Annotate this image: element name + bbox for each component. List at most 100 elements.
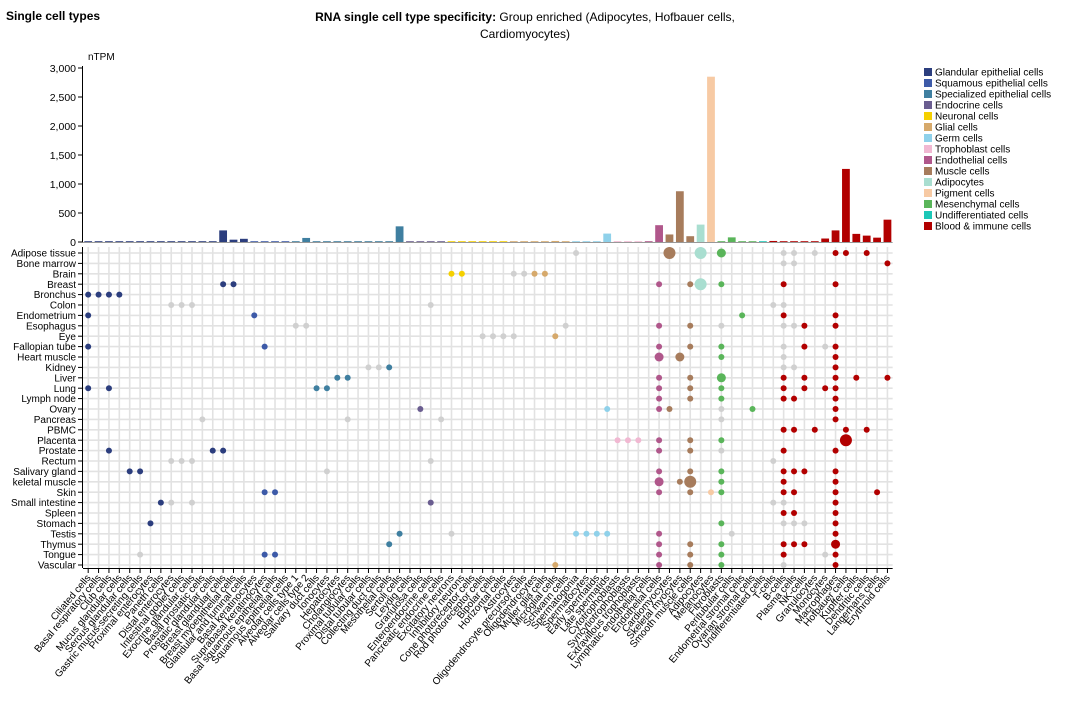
dot-adipose-tissue-75 (863, 250, 870, 256)
dot-breast-13 (220, 281, 227, 288)
bar-35 (447, 241, 456, 242)
dot-colon-67 (780, 302, 787, 308)
tissue-label-21: Salivary gland (13, 467, 76, 478)
dot-liver-74 (853, 374, 860, 381)
legend-label-1: Squamous epithelial cells (935, 79, 1048, 90)
legend-label-8: Endothelial cells (935, 156, 1007, 167)
dot-lung-0 (85, 385, 92, 392)
bar-22 (312, 241, 321, 242)
dot-endometrium-16 (251, 312, 258, 319)
dot-bronchus-2 (105, 291, 112, 298)
dot-colon-33 (427, 302, 434, 308)
bar-14 (229, 239, 238, 242)
bar-9 (177, 241, 186, 242)
tissue-label-29: Tongue (43, 550, 76, 561)
tissue-label-17: PBMC (47, 425, 76, 436)
legend-label-4: Neuronal cells (935, 112, 998, 123)
dot-ovary-64 (749, 406, 756, 412)
dot-bronchus-0 (85, 291, 92, 298)
bar-65 (759, 241, 767, 242)
dot-skin-55 (656, 489, 663, 496)
dot-esophagus-58 (687, 322, 694, 329)
dot-lung-67 (780, 385, 787, 392)
dot-pancreas-11 (199, 416, 206, 423)
dot-small-intestine-66 (770, 499, 777, 506)
dot-testis-49 (593, 530, 600, 537)
dot-fallopian-tube-72 (832, 343, 839, 350)
bar-60 (707, 76, 715, 242)
bar-51 (613, 241, 622, 242)
y-tick-label: 3,000 (50, 63, 76, 75)
bar-68 (790, 241, 798, 242)
bar-73 (842, 168, 850, 242)
dot-esophagus-20 (292, 322, 299, 329)
legend-swatch-0 (924, 68, 932, 76)
legend-swatch-14 (924, 222, 932, 230)
tissue-label-27: Testis (50, 529, 76, 540)
dot-testis-55 (656, 530, 663, 537)
dot-skeletal-muscle-55 (654, 477, 664, 487)
dot-esophagus-46 (562, 322, 569, 329)
dot-spleen-68 (791, 510, 798, 516)
dot-pancreas-25 (344, 416, 351, 423)
bar-6 (146, 241, 155, 242)
dot-tongue-67 (780, 551, 787, 558)
dot-lung-72 (832, 385, 839, 392)
bar-57 (675, 191, 684, 242)
dot-vascular-58 (687, 562, 694, 568)
tissue-label-2: Brain (53, 269, 76, 280)
legend-swatch-2 (924, 90, 932, 98)
dot-brain-41 (510, 270, 517, 277)
dot-pbmc-73 (842, 426, 849, 433)
tissue-label-6: Endometrium (17, 311, 76, 322)
bar-67 (779, 241, 788, 242)
bar-32 (416, 241, 425, 242)
dot-salivary-gland-69 (801, 468, 808, 475)
bar-50 (603, 233, 612, 242)
dot-esophagus-72 (832, 322, 839, 329)
dot-lymph-node-58 (687, 395, 694, 402)
dot-pancreas-61 (718, 416, 725, 423)
bar-7 (156, 241, 165, 242)
chart-title-bold: RNA single cell type specificity: (315, 10, 497, 24)
dot-testis-48 (583, 530, 590, 537)
tissue-label-30: Vascular (38, 561, 77, 572)
bar-69 (800, 241, 809, 242)
legend-label-7: Trophoblast cells (935, 145, 1010, 156)
legend-label-11: Pigment cells (935, 189, 994, 200)
legend-swatch-5 (924, 123, 932, 131)
dot-tongue-55 (656, 551, 663, 558)
bar-70 (810, 241, 819, 242)
bar-49 (592, 241, 601, 242)
dot-fallopian-tube-71 (822, 343, 829, 350)
dot-vascular-45 (552, 562, 559, 568)
bar-2 (105, 241, 113, 242)
dot-adipose-tissue-73 (842, 250, 849, 256)
bar-29 (385, 241, 394, 242)
dot-liver-77 (884, 374, 891, 381)
dot-salivary-gland-72 (832, 468, 839, 475)
dot-tongue-58 (687, 551, 694, 558)
dot-skeletal-muscle-72 (832, 478, 839, 485)
dot-tongue-5 (137, 551, 144, 558)
legend-swatch-7 (924, 145, 932, 153)
bar-36 (457, 241, 466, 242)
dot-rectum-66 (770, 458, 777, 464)
bar-33 (426, 241, 435, 242)
dot-lung-22 (313, 385, 320, 392)
bar-18 (271, 241, 279, 242)
y-axis-title: nTPM (88, 52, 115, 63)
tissue-label-20: Rectum (42, 457, 76, 468)
dot-small-intestine-67 (780, 499, 787, 506)
legend-swatch-13 (924, 211, 932, 219)
dot-lung-61 (718, 385, 725, 392)
dot-skeletal-muscle-67 (780, 478, 787, 485)
dot-liver-61 (716, 373, 726, 383)
legend-swatch-3 (924, 101, 932, 109)
tissue-label-13: Lung (54, 384, 76, 395)
dot-breast-67 (780, 281, 787, 288)
dot-esophagus-67 (780, 322, 787, 329)
tissue-label-0: Adipose tissue (11, 249, 76, 260)
dot-brain-35 (448, 270, 455, 277)
